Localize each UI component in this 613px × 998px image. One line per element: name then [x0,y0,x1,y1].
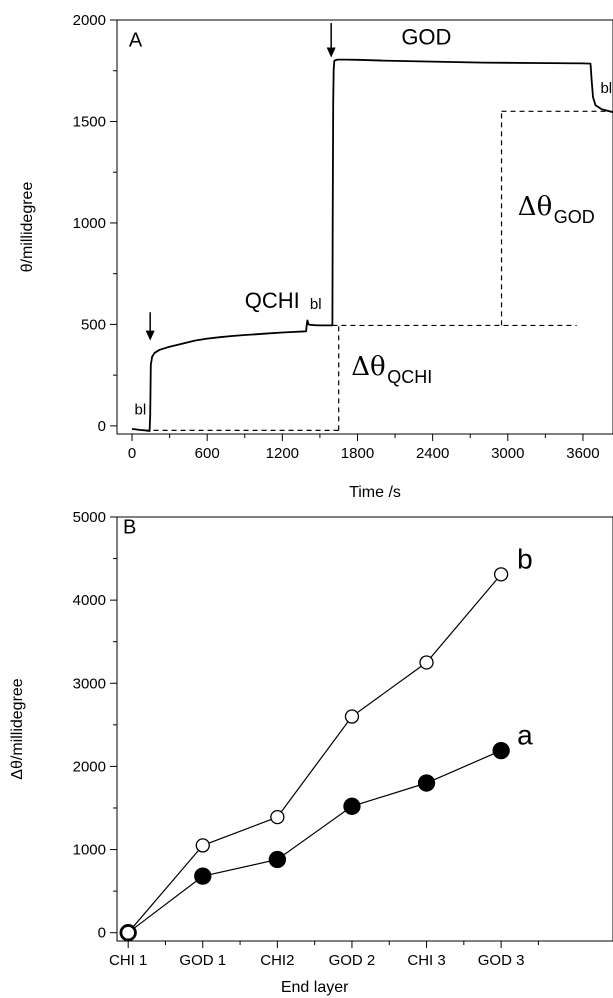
panel-a-x-tick-label: 3600 [566,445,599,462]
panel-b-x-tick-label: CHI 1 [109,952,147,969]
panel-a-frame [116,19,613,435]
panel-a-x-tick-label: 2400 [416,445,449,462]
panel-a-x-axis-title: Time /s [349,484,401,501]
panel-a-y-axis-title: θ/millidegree [19,182,36,273]
panel-b-series-label-a: a [517,720,533,751]
panel-a-y-tick-label: 500 [81,316,106,333]
panel-b-y-tick-label: 4000 [73,592,106,609]
panel-a-x-tick-label: 1200 [266,445,299,462]
panel-a-x-tick-label: 0 [128,445,136,462]
panel-b-y-axis-title: Δθ/millidegree [9,678,26,780]
panel-a-y-tick-label: 2000 [73,12,106,29]
panel-b-series-b-line [127,574,502,934]
panel-a-delta-symbol-d_god: Δθ [518,192,552,222]
panel-a-annotation-qchi: QCHI [245,288,300,313]
panel-b-series-label-b: b [517,543,533,574]
panel-a-delta-subscript-d_qchi: QCHI [387,367,432,387]
panel-b-series-a-line [127,750,502,934]
panel-b-series-b-point [344,709,360,724]
panel-b-x-tick-label: CHI 3 [407,952,445,969]
panel-a: 0 600 1200 1800 2400 3000 3600 0 500 1000 1500 2000… [19,12,613,501]
panel-b-series-a-point [492,741,510,760]
panel-b-y-tick-label: 1000 [73,842,106,859]
panel-b-y-tick-label: 2000 [73,758,106,775]
panel-b-y-tick-label: 5000 [73,509,106,526]
panel-a-annotation-panel_letter: A [129,29,143,51]
panel-a-x-tick-label: 600 [195,445,220,462]
panel-b-series-b-point [195,838,210,853]
panel-b-series-b-point [270,809,285,825]
panel-a-delta-symbol-d_qchi: Δθ [351,352,385,382]
panel-a-arrow-head [326,47,336,58]
panel-a-y-tick-label: 0 [98,418,106,435]
panel-a-y-tick-label: 1500 [73,113,106,130]
panel-b-series-b-point [493,567,509,582]
panel-b-annotation-panel_letter: B [123,517,136,539]
panel-b-series-a-point [194,867,212,885]
panel-b-y-tick-label: 3000 [73,675,106,692]
panel-b-series-b-point [121,925,136,940]
panel-b-x-tick-label: GOD 3 [478,952,525,969]
panel-a-arrow-head [145,330,155,341]
panel-b-x-tick-label: GOD 2 [329,952,376,969]
panel-b-frame [116,516,613,942]
panel-b: CHI 1 GOD 1 CHI2 GOD 2 CHI 3 GOD 3 0 1000 2000 30… [9,509,613,996]
panel-a-annotation-god: GOD [401,24,451,49]
panel-b-series-a-point [417,774,436,792]
panel-a-delta-subscript-d_god: GOD [554,207,595,227]
panel-a-annotation-bl_3: bl [600,80,612,97]
panel-b-x-tick-label: CHI2 [260,952,294,969]
panel-b-y-tick-label: 0 [98,925,106,942]
panel-a-y-tick-label: 1000 [73,215,106,232]
panel-a-x-tick-label: 1800 [341,445,374,462]
panel-b-series-a-point [343,797,361,815]
panel-b-series-b-point [419,655,434,670]
panel-b-x-axis-title: End layer [281,979,349,996]
panel-a-annotation-bl_1: bl [135,402,147,419]
panel-a-annotation-bl_2: bl [310,296,322,313]
panel-a-x-tick-label: 3000 [491,445,524,462]
panel-a-series-line [131,58,613,432]
panel-b-series-a-point [268,850,287,869]
panel-b-x-tick-label: GOD 1 [179,952,226,969]
